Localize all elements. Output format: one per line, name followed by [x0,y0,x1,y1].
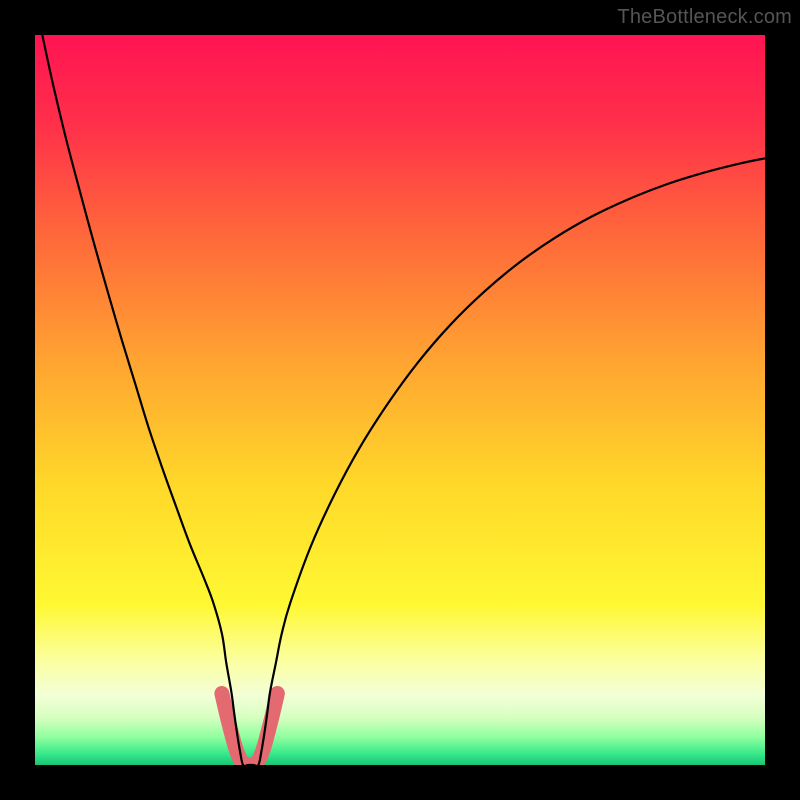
bottleneck-curve-chart [35,35,765,765]
gradient-background [35,35,765,765]
watermark-text: TheBottleneck.com [617,6,792,29]
plot-area [35,35,765,765]
chart-frame: TheBottleneck.com [0,0,800,800]
